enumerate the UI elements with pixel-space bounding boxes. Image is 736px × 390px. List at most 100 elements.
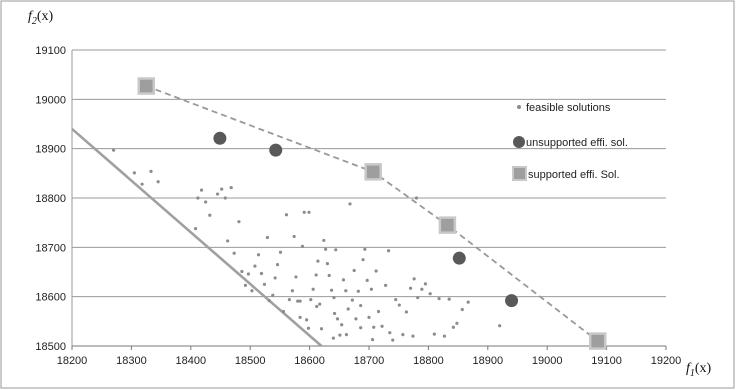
feasible-point (332, 311, 337, 316)
feasible-point (250, 289, 254, 293)
unsupported-point (452, 251, 466, 265)
feasible-point (140, 182, 144, 186)
feasible-point (226, 239, 230, 243)
feasible-point (412, 277, 416, 281)
gridlines (71, 49, 667, 350)
x-tick-label: 18800 (413, 355, 444, 367)
feasible-point (292, 234, 296, 239)
feasible-point (451, 325, 455, 329)
feasible-point (340, 323, 344, 327)
feasible-point (325, 262, 330, 266)
feasible-point (265, 235, 270, 240)
feasible-point (404, 310, 409, 314)
feasible-point (271, 293, 275, 297)
feasible-point (332, 296, 336, 300)
feasible-point (294, 275, 298, 279)
feasible-point (322, 238, 326, 243)
feasible-point (359, 303, 363, 308)
x-tick-label: 18700 (354, 355, 385, 367)
feasible-point (354, 317, 358, 321)
feasible-point (348, 202, 352, 206)
feasible-point (380, 324, 384, 328)
feasible-point (466, 300, 470, 304)
feasible-point (338, 333, 342, 337)
feasible-point (455, 321, 459, 325)
feasible-point (428, 292, 432, 296)
y-axis-title-sub: 2 (32, 16, 37, 27)
feasible-point (311, 287, 315, 291)
feasible-point (196, 196, 200, 200)
feasible-point (408, 286, 413, 290)
feasible-point (447, 297, 451, 301)
feasible-point (246, 272, 251, 276)
y-axis-title-main: f (28, 9, 34, 24)
feasible-point (232, 251, 236, 255)
y-tick-label: 18900 (35, 144, 66, 156)
feasible-point (259, 271, 264, 276)
feasible-point (223, 196, 227, 200)
feasible-point (423, 282, 428, 286)
feasible-point (372, 325, 376, 329)
feasible-point (334, 248, 338, 252)
feasible-point (384, 283, 388, 287)
legend-marker-supported (512, 166, 527, 181)
legend-label-supported: supported effi. Sol. (528, 169, 620, 181)
feasible-point (307, 210, 311, 214)
y-tick-label: 18600 (35, 292, 66, 304)
x-axis-title-arg: (x) (695, 361, 712, 376)
feasible-point (416, 296, 420, 300)
feasible-point (298, 315, 302, 319)
y-axis-title-arg: (x) (37, 9, 54, 24)
feasible-point (305, 318, 309, 322)
x-tick-label: 18600 (294, 355, 325, 367)
feasible-point (204, 200, 208, 204)
x-axis-title-main: f (686, 361, 692, 376)
feasible-point (267, 299, 271, 303)
x-tick-label: 18200 (57, 355, 88, 367)
supported-point (438, 216, 457, 234)
x-tick-label: 19000 (532, 355, 563, 367)
feasible-point (388, 331, 392, 335)
feasible-point (350, 298, 354, 302)
feasible-point (149, 169, 153, 173)
feasible-point (229, 186, 233, 190)
supported-point (137, 77, 155, 95)
feasible-point (111, 148, 116, 152)
feasible-point (391, 338, 395, 342)
feasible-point (498, 324, 502, 328)
feasible-point (208, 213, 212, 217)
supported-point (588, 332, 607, 350)
feasible-point (356, 289, 360, 293)
legend: feasible solutions unsupported effi. sol… (512, 102, 628, 181)
legend-marker-feasible (517, 105, 521, 109)
x-axis-title-sub: 1 (690, 368, 695, 379)
y-tick-labels: 18500 18600 18700 18800 18900 19000 19100 (35, 45, 66, 353)
feasible-point (401, 333, 405, 337)
feasible-point (302, 210, 306, 214)
feasible-point (243, 283, 248, 287)
feasible-point (256, 253, 261, 257)
feasible-point (367, 315, 371, 319)
bound-line (71, 127, 323, 347)
feasible-point (327, 273, 331, 278)
feasible-point (298, 299, 302, 303)
feasible-point (318, 302, 322, 306)
feasible-point (287, 298, 292, 302)
feasible-point (420, 287, 424, 291)
unsupported-point (213, 131, 227, 145)
feasible-point (370, 337, 375, 342)
feasible-point (414, 196, 419, 200)
feasible-point (374, 269, 378, 273)
y-tick-label: 19000 (35, 94, 66, 106)
feasible-point (316, 259, 320, 263)
feasible-point (341, 278, 346, 282)
feasible-point (220, 187, 224, 191)
series-lines (71, 85, 599, 347)
feasible-point (365, 278, 369, 282)
feasible-point (346, 307, 350, 311)
feasible-point (314, 273, 318, 277)
feasible-point (397, 303, 401, 307)
x-tick-label: 19200 (651, 355, 682, 367)
